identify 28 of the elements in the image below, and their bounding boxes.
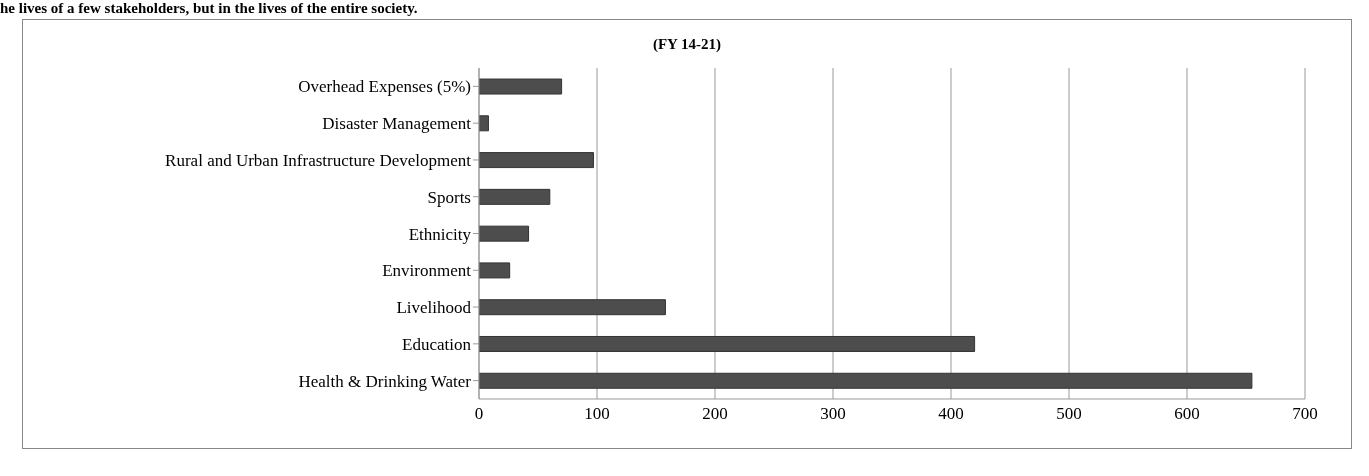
y-tick-label: Sports [427,187,471,207]
text: he lives of a few stakeholders, but in the lives of the entire society. [0,0,419,17]
y-tick-label: Education [402,334,472,354]
y-tick-label: Health & Drinking Water [298,371,472,391]
x-tick-label: 300 [820,404,846,424]
x-tick-label: 0 [474,404,484,424]
x-tick-label: 400 [938,404,964,424]
y-tick-label: Disaster Management [322,114,472,134]
bar [479,115,489,132]
bar [479,299,666,316]
x-tick-label: 100 [584,404,610,424]
chart-title: (FY 14-21) [651,36,723,53]
x-tick-label: 200 [702,404,728,424]
bar [479,225,530,242]
bar [479,188,551,205]
y-tick-label: Overhead Expenses (5%) [298,77,471,97]
bar [479,372,1253,389]
bar [479,262,511,279]
y-tick-label: Ethnicity [408,224,472,244]
y-tick-label: Livelihood [396,298,472,318]
x-tick-label: 600 [1174,404,1200,424]
x-tick-label: 700 [1292,404,1318,424]
y-tick-label: Environment [382,261,472,281]
bar [479,152,594,169]
bar [479,78,563,95]
bar [479,335,976,352]
x-tick-label: 500 [1056,404,1082,424]
y-tick-label: Rural and Urban Infrastructure Development [165,150,472,170]
